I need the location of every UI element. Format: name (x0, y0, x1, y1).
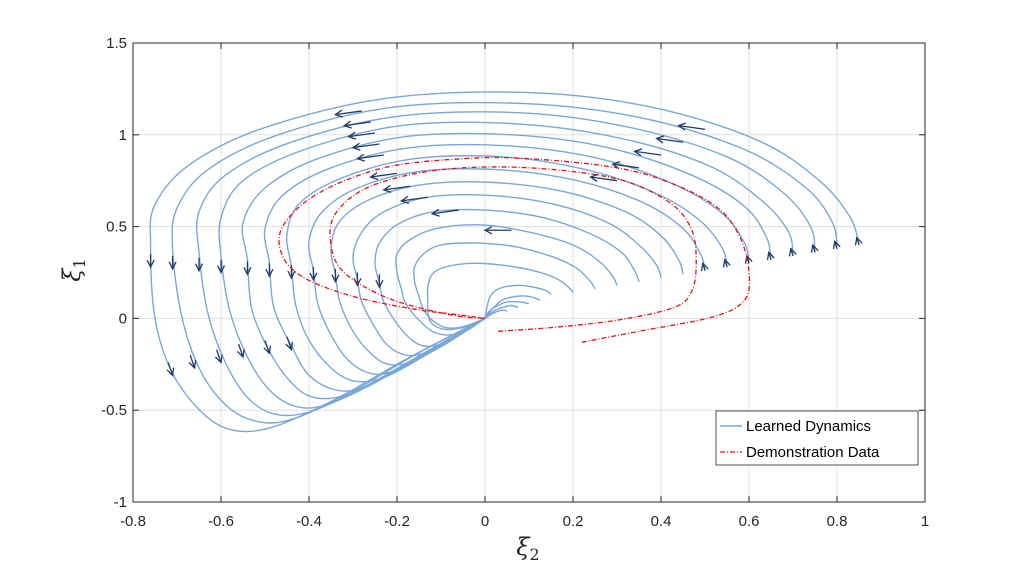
direction-arrow (309, 266, 318, 282)
direction-arrow (331, 268, 340, 284)
direction-arrow (355, 153, 384, 162)
direction-arrow (351, 142, 380, 151)
direction-arrow (265, 263, 274, 278)
x-tick-label: -0.2 (384, 513, 410, 530)
learned-dynamics-streamlines (149, 91, 860, 433)
x-tick-label: 0.4 (651, 513, 672, 530)
direction-arrow (214, 349, 223, 364)
direction-arrow (788, 247, 797, 257)
y-tick-label: -0.5 (101, 402, 127, 419)
learned-dynamics-arrows (146, 109, 863, 377)
legend-box (715, 410, 919, 466)
direction-arrow (342, 120, 371, 129)
x-axis-label: ξ2 (516, 533, 539, 564)
streamline (285, 155, 728, 383)
y-axis-ticks: -1 -0.5 0 0.5 1 1.5 (101, 35, 925, 511)
direction-arrow (722, 258, 731, 268)
x-tick-label: 0.6 (739, 513, 760, 530)
direction-arrow (677, 122, 706, 131)
x-axis-ticks: -0.8 -0.6 -0.4 -0.2 0 0.2 0.4 0.6 0.8 1 (120, 43, 929, 530)
x-tick-label: -0.4 (296, 513, 322, 530)
demonstration-curve (329, 166, 697, 332)
direction-arrow (168, 255, 177, 271)
direction-arrow (483, 226, 512, 235)
direction-arrow (832, 239, 841, 250)
direction-arrow (375, 274, 384, 289)
y-tick-label: -1 (114, 494, 127, 511)
streamline (330, 181, 684, 366)
streamline (484, 284, 552, 319)
y-tick-label: 0.5 (106, 219, 127, 236)
x-tick-label: -0.8 (120, 513, 146, 530)
streamline (395, 223, 618, 336)
legend-label-demo: Demonstration Data (746, 444, 880, 461)
streamline (484, 295, 541, 319)
legend: Learned Dynamics Demonstration Data (715, 410, 919, 466)
y-axis-label: ξ1 (58, 258, 89, 281)
streamline (374, 208, 640, 347)
direction-arrow (399, 195, 428, 205)
direction-arrow (589, 173, 618, 182)
direction-arrow (287, 265, 296, 280)
demonstration-data-curves (278, 156, 751, 343)
direction-arrow (700, 261, 709, 272)
streamline (241, 132, 772, 400)
direction-arrow (353, 272, 362, 287)
direction-arrow (146, 254, 155, 269)
direction-arrow (263, 340, 272, 355)
direction-arrow (188, 354, 197, 370)
direction-arrow (166, 362, 175, 377)
streamline (426, 262, 574, 331)
x-tick-label: 0.8 (827, 513, 848, 530)
streamline (413, 242, 596, 329)
streamline (484, 300, 530, 319)
direction-arrow (633, 148, 662, 157)
y-tick-label: 1 (119, 127, 127, 144)
direction-arrow (430, 208, 459, 217)
streamline (263, 143, 750, 392)
direction-arrow (810, 243, 819, 253)
direction-arrow (655, 135, 684, 144)
direction-arrow (854, 236, 863, 246)
streamline (352, 194, 662, 357)
y-tick-label: 1.5 (106, 35, 127, 52)
streamline (149, 91, 860, 433)
streamline (307, 168, 706, 376)
direction-arrow (236, 343, 245, 359)
x-tick-label: 1 (921, 513, 929, 530)
axes-box (132, 42, 926, 503)
direction-arrow (766, 250, 775, 261)
direction-arrow (194, 257, 204, 273)
streamline (484, 304, 519, 319)
direction-arrow (285, 336, 294, 351)
direction-arrow (382, 184, 411, 193)
demonstration-curve (278, 156, 751, 343)
x-tick-label: 0.2 (563, 513, 584, 530)
direction-arrow (369, 172, 398, 181)
streamline (171, 101, 838, 424)
legend-label-learned: Learned Dynamics (746, 418, 871, 435)
streamline (195, 111, 816, 417)
direction-arrow (243, 261, 252, 276)
direction-arrow (333, 109, 362, 118)
y-tick-label: 0 (119, 310, 127, 327)
streamline (218, 121, 794, 409)
x-tick-label: 0 (481, 513, 489, 530)
x-tick-label: -0.6 (208, 513, 234, 530)
direction-arrow (216, 259, 226, 274)
streamline (484, 309, 508, 320)
direction-arrow (347, 131, 376, 140)
